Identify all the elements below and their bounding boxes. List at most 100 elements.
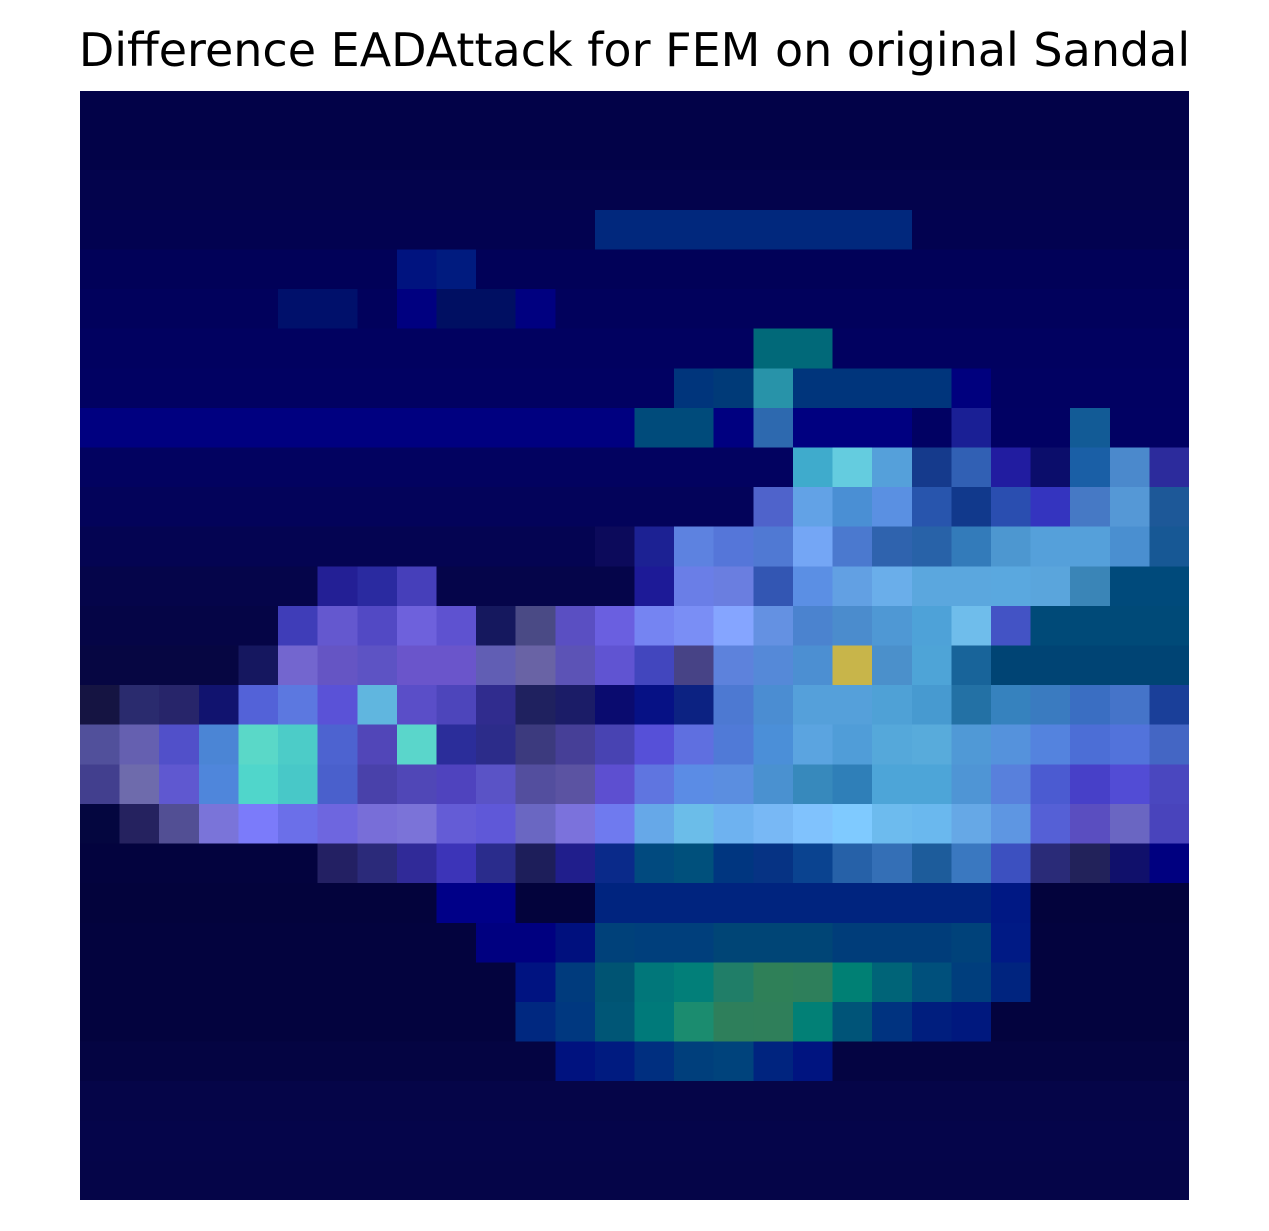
heatmap-cell (198, 803, 239, 844)
heatmap-row-base (80, 1160, 1189, 1200)
heatmap-cell (159, 803, 199, 844)
heatmap-cell (238, 803, 279, 844)
heatmap-cell (1149, 803, 1189, 844)
heatmap-cell (1030, 605, 1189, 646)
heatmap-cell (634, 724, 675, 765)
heatmap-cell (1149, 764, 1189, 804)
heatmap-cell (634, 764, 675, 804)
heatmap-cell (990, 764, 1031, 804)
heatmap-cell (753, 724, 793, 765)
heatmap-cell (634, 1001, 675, 1042)
heatmap-cell (1149, 724, 1189, 765)
heatmap-cell (436, 685, 477, 725)
heatmap-cell (515, 685, 556, 725)
heatmap-cell (832, 843, 873, 884)
heatmap-cell (594, 685, 635, 725)
heatmap-cell (832, 566, 873, 606)
heatmap-cell (594, 962, 635, 1002)
heatmap-row-base (80, 249, 1189, 290)
heatmap-cells (80, 91, 1189, 1200)
heatmap-cell (872, 447, 912, 488)
heatmap-cell (476, 724, 516, 765)
heatmap-cell (753, 328, 833, 369)
heatmap-cell (594, 764, 635, 804)
heatmap-cell (396, 724, 437, 765)
heatmap-cell (238, 645, 279, 686)
heatmap-cell (832, 962, 873, 1002)
heatmap-cell (951, 645, 991, 686)
heatmap-cell (872, 526, 912, 567)
heatmap-cell (396, 803, 437, 844)
heatmap-cell (1070, 764, 1110, 804)
heatmap-cell (990, 962, 1031, 1002)
heatmap-cell (436, 843, 477, 884)
heatmap-cell (990, 724, 1031, 765)
heatmap-cell (594, 922, 635, 963)
heatmap-cell (159, 764, 199, 804)
heatmap-cell (951, 685, 991, 725)
heatmap-cell (951, 922, 991, 963)
heatmap-cell (634, 645, 675, 686)
heatmap-cell (911, 1001, 952, 1042)
heatmap-cell (238, 764, 279, 804)
heatmap-cell (713, 724, 754, 765)
heatmap-cell (555, 922, 595, 963)
heatmap-cell (515, 724, 556, 765)
heatmap-cell (357, 685, 397, 725)
heatmap-cell (674, 1041, 714, 1082)
heatmap-cell (911, 447, 952, 488)
heatmap-cell (515, 645, 556, 686)
heatmap-cell (674, 605, 714, 646)
heatmap-cell (872, 1001, 912, 1042)
heatmap-cell (278, 605, 318, 646)
heatmap-cell (357, 803, 397, 844)
heatmap-cell (1109, 487, 1150, 527)
heatmap-cell (713, 368, 754, 408)
heatmap-cell (436, 605, 477, 646)
heatmap-cell (951, 447, 991, 488)
heatmap-cell (476, 685, 516, 725)
heatmap-cell (436, 764, 477, 804)
heatmap-cell (1030, 764, 1071, 804)
heatmap-cell (1070, 487, 1110, 527)
heatmap-cell (832, 922, 952, 963)
heatmap-cell (990, 526, 1031, 567)
heatmap-cell (911, 962, 952, 1002)
heatmap-cell (317, 566, 358, 606)
heatmap-cell (872, 487, 912, 527)
heatmap-cell (990, 883, 1031, 923)
heatmap-cell (1070, 724, 1110, 765)
heatmap-cell (515, 1001, 556, 1042)
heatmap-cell (990, 447, 1031, 488)
heatmap-cell (832, 487, 873, 527)
heatmap-cell (911, 803, 952, 844)
heatmap-cell (753, 368, 793, 408)
heatmap-cell (1109, 526, 1150, 567)
heatmap-cell (555, 685, 595, 725)
heatmap-cell (1109, 724, 1150, 765)
heatmap-cell (476, 922, 516, 963)
heatmap-cell (1149, 526, 1189, 567)
heatmap-cell (753, 645, 793, 686)
heatmap-cell (278, 685, 318, 725)
heatmap-cell (1070, 447, 1110, 488)
heatmap-row-base (80, 368, 1189, 408)
heatmap-cell (951, 487, 991, 527)
heatmap-cell (396, 249, 437, 290)
heatmap-cell (634, 685, 675, 725)
heatmap-cell (396, 605, 437, 646)
heatmap-cell (713, 764, 754, 804)
heatmap-cell (832, 764, 873, 804)
heatmap-cell (753, 685, 793, 725)
heatmap-cell (1030, 724, 1071, 765)
heatmap-cell (278, 764, 318, 804)
heatmap-cell (674, 962, 714, 1002)
heatmap-cell (1070, 566, 1110, 606)
heatmap-cell (1030, 447, 1071, 488)
heatmap-cell (278, 645, 318, 686)
heatmap-cell (753, 566, 793, 606)
heatmap-cell (198, 764, 239, 804)
heatmap-cell (515, 803, 556, 844)
heatmap-cell (634, 922, 714, 963)
heatmap-cell (911, 645, 952, 686)
